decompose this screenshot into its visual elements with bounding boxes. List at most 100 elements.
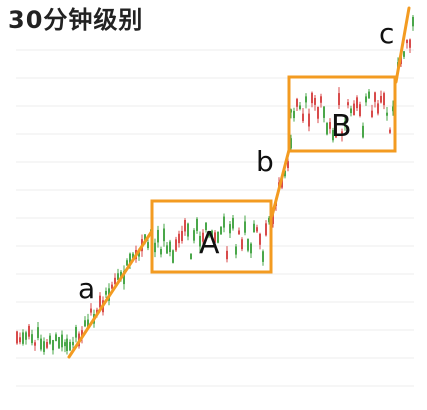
candle-body [284, 170, 286, 177]
candle-body [371, 110, 373, 117]
candle-body [157, 229, 159, 243]
candle-body [287, 161, 289, 169]
candle-body [302, 113, 304, 122]
candle-body [69, 341, 71, 351]
range-box-A [150, 199, 273, 274]
chart-title: 30分钟级别 [8, 6, 144, 34]
candle-body [178, 233, 180, 244]
candle-body [187, 223, 189, 237]
candle-body [72, 341, 74, 346]
candle-body [46, 342, 48, 348]
candle-body [64, 342, 66, 347]
candle-body [247, 238, 249, 251]
candle-body [40, 338, 42, 350]
candle-body [290, 138, 292, 149]
candle-body [377, 103, 379, 114]
candle-body [308, 113, 310, 127]
candle-body [223, 216, 225, 228]
candle-body [220, 226, 222, 235]
candle-body [66, 338, 68, 351]
candle-body [290, 109, 292, 113]
candle-body [268, 217, 270, 223]
candle-body [61, 334, 63, 348]
candle-body [84, 320, 86, 327]
candle-body [392, 106, 394, 112]
candle-body [259, 233, 261, 245]
candle-body [374, 92, 376, 102]
candle-body [22, 332, 24, 344]
candle-body [169, 241, 171, 253]
candle-body [184, 220, 186, 232]
candle-body [147, 242, 149, 249]
candle-body [320, 96, 322, 103]
candle-body [75, 326, 77, 338]
candle-body [217, 231, 219, 243]
candle-body [172, 250, 174, 263]
segment-label-c: c [379, 17, 394, 50]
candle-body [129, 253, 131, 265]
candle-body [175, 239, 177, 251]
candle-body [344, 120, 346, 127]
candle-body [229, 224, 231, 234]
candle-body [235, 246, 237, 255]
candle-body [265, 223, 267, 236]
candle-body [238, 230, 240, 235]
candle-body [299, 105, 301, 110]
candle-body [311, 92, 313, 104]
candle-body [120, 271, 122, 279]
candle-body [166, 245, 168, 254]
candle-body [190, 253, 192, 260]
candle-body [341, 131, 343, 136]
candle-body [81, 330, 83, 339]
candle-body [272, 211, 274, 224]
segment-label-A: A [199, 226, 220, 261]
candle-body [329, 122, 331, 129]
candle-body [262, 251, 264, 262]
candle-body [314, 97, 316, 105]
candle-body [16, 331, 18, 344]
candle-body [214, 232, 216, 243]
candle-body [163, 228, 165, 242]
candle-body [359, 104, 361, 116]
candle-body [412, 16, 414, 27]
candle-body [55, 334, 57, 341]
candle-body [326, 123, 328, 135]
candle-body [205, 222, 207, 231]
candle-body [193, 230, 195, 241]
candle-body [154, 242, 156, 253]
segment-label-a: a [78, 272, 95, 305]
candle-body [296, 98, 298, 107]
range-box-B [287, 75, 397, 153]
candle-body [199, 235, 201, 247]
candle-body [31, 334, 33, 344]
candle-body [208, 230, 210, 237]
candle-body [403, 51, 405, 57]
trend-line-a [67, 229, 154, 359]
candle-body [232, 217, 234, 229]
candle-body [380, 95, 382, 103]
candle-body [87, 319, 89, 328]
candle-body [389, 129, 391, 133]
candle-body [362, 125, 364, 138]
candle-body [241, 239, 243, 250]
candle-body [244, 221, 246, 233]
candle-body [111, 284, 113, 289]
candle-body [52, 340, 54, 351]
candle-body [406, 40, 408, 44]
candle-body [132, 253, 134, 259]
candle-body [226, 250, 228, 260]
trend-line-b [270, 148, 291, 218]
candle-body [347, 102, 349, 106]
candle-body [181, 230, 183, 241]
candle-body [160, 248, 162, 255]
candle-body [293, 110, 295, 119]
candle-body [144, 234, 146, 244]
candle-body [117, 273, 119, 280]
segment-label-B: B [331, 109, 352, 144]
candle-body [368, 91, 370, 99]
candle-body [43, 341, 45, 352]
candle-body [253, 223, 255, 233]
candle-body [317, 106, 319, 119]
